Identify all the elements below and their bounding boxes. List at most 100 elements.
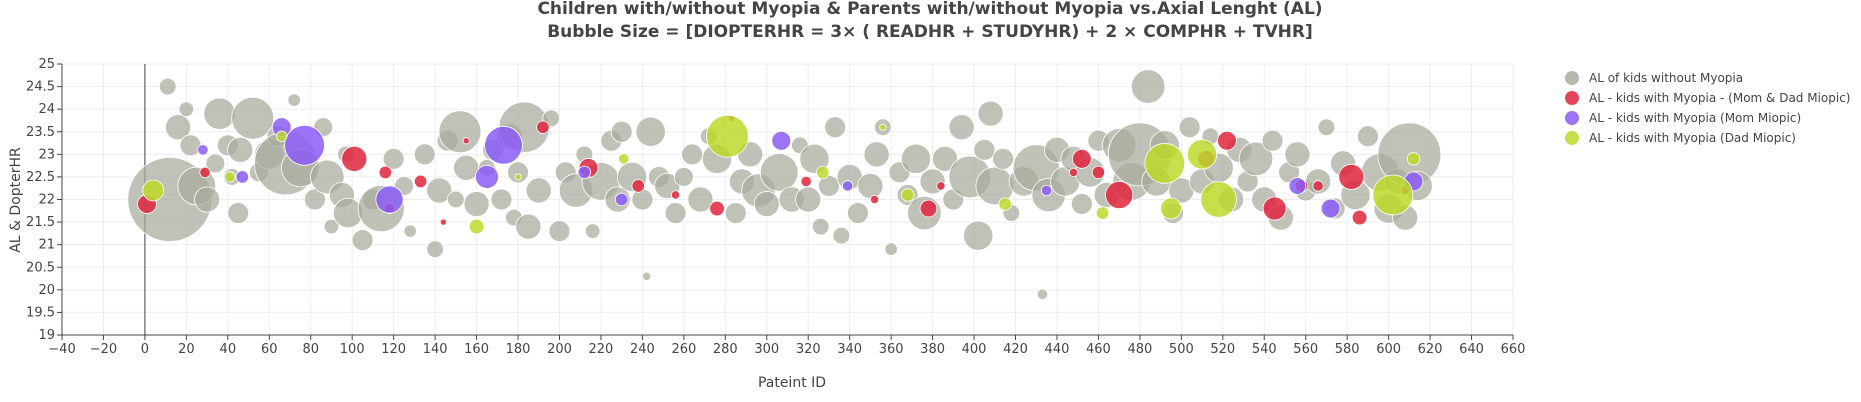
bubble-point[interactable] [426, 240, 444, 258]
bubble-point[interactable] [1178, 116, 1201, 139]
bubble-point[interactable] [610, 120, 633, 143]
bubble-point[interactable] [1317, 118, 1336, 137]
bubble-point[interactable] [1357, 125, 1379, 148]
bubble-point[interactable] [194, 186, 221, 213]
bubble-point[interactable] [490, 188, 513, 211]
bubble-point[interactable] [178, 101, 195, 117]
bubble-point[interactable] [224, 171, 236, 183]
bubble-point[interactable] [577, 165, 592, 180]
bubble-point[interactable] [1217, 130, 1237, 151]
bubble-point[interactable] [1040, 184, 1053, 197]
bubble-point[interactable] [857, 172, 884, 199]
bubble-point[interactable] [287, 93, 301, 107]
bubble-point[interactable] [1200, 181, 1237, 218]
bubble-point[interactable] [973, 138, 996, 161]
bubble-point[interactable] [447, 190, 465, 209]
bubble-point[interactable] [438, 110, 482, 154]
bubble-point[interactable] [584, 223, 601, 239]
bubble-point[interactable] [323, 218, 340, 235]
bubble-point[interactable] [199, 166, 211, 179]
bubble-point[interactable] [670, 190, 681, 200]
bubble-point[interactable] [963, 220, 994, 251]
bubble-point[interactable] [936, 181, 946, 191]
bubble-point[interactable] [1262, 196, 1287, 221]
bubble-point[interactable] [1105, 180, 1134, 210]
bubble-point[interactable] [413, 143, 436, 166]
bubble-point[interactable] [514, 173, 522, 181]
legend-label[interactable]: AL - kids with Myopia - (Mom & Dad Miopi… [1589, 91, 1851, 105]
bubble-point[interactable] [674, 167, 694, 187]
bubble-point[interactable] [378, 165, 393, 180]
bubble-point[interactable] [1288, 177, 1307, 195]
bubble-point[interactable] [800, 175, 812, 188]
bubble-point[interactable] [165, 114, 192, 141]
bubble-point[interactable] [525, 177, 552, 204]
bubble-point[interactable] [205, 153, 226, 174]
bubble-point[interactable] [771, 130, 792, 151]
bubble-point[interactable] [818, 175, 840, 197]
bubble-point[interactable] [351, 229, 374, 252]
bubble-point[interactable] [1091, 165, 1106, 180]
bubble-point[interactable] [664, 202, 687, 224]
bubble-point[interactable] [231, 96, 275, 140]
bubble-point[interactable] [507, 161, 529, 184]
bubble-point[interactable] [548, 220, 571, 243]
bubble-point[interactable] [919, 199, 938, 218]
bubble-point[interactable] [847, 202, 869, 224]
bubble-point[interactable] [382, 147, 405, 170]
bubble-point[interactable] [468, 218, 485, 235]
bubble-point[interactable] [816, 165, 830, 180]
bubble-point[interactable] [341, 145, 368, 172]
bubble-point[interactable] [1338, 163, 1365, 190]
bubble-point[interactable] [635, 116, 666, 147]
bubble-point[interactable] [403, 224, 417, 238]
bubble-point[interactable] [1372, 174, 1414, 216]
bubble-point[interactable] [618, 153, 630, 165]
bubble-point[interactable] [795, 186, 822, 213]
bubble-point[interactable] [879, 123, 887, 131]
bubble-point[interactable] [1261, 129, 1284, 152]
bubble-point[interactable] [1351, 209, 1368, 226]
bubble-point[interactable] [1095, 206, 1110, 220]
bubble-point[interactable] [901, 188, 915, 202]
bubble-point[interactable] [1186, 139, 1218, 170]
bubble-point[interactable] [759, 153, 799, 192]
bubble-point[interactable] [681, 143, 704, 166]
bubble-point[interactable] [824, 116, 847, 139]
bubble-point[interactable] [1070, 193, 1093, 215]
bubble-point[interactable] [536, 120, 550, 134]
bubble-point[interactable] [375, 185, 404, 214]
bubble-point[interactable] [753, 191, 780, 218]
legend-marker[interactable] [1565, 111, 1579, 125]
bubble-point[interactable] [284, 124, 325, 166]
bubble-point[interactable] [1130, 69, 1166, 104]
bubble-point[interactable] [515, 213, 542, 240]
bubble-point[interactable] [1071, 149, 1092, 169]
legend-marker[interactable] [1565, 91, 1579, 105]
bubble-point[interactable] [641, 271, 652, 281]
bubble-point[interactable] [1068, 167, 1079, 177]
bubble-point[interactable] [462, 137, 470, 145]
bubble-point[interactable] [863, 141, 890, 168]
bubble-point[interactable] [841, 180, 854, 192]
legend-marker[interactable] [1565, 131, 1579, 145]
legend-marker[interactable] [1565, 71, 1579, 85]
bubble-point[interactable] [227, 136, 254, 163]
bubble-point[interactable] [705, 114, 749, 158]
legend-label[interactable]: AL - kids with Myopia (Dad Miopic) [1589, 131, 1796, 145]
bubble-point[interactable] [977, 100, 1004, 127]
legend-label[interactable]: AL - kids with Myopia (Mom Miopic) [1589, 111, 1801, 125]
bubble-point[interactable] [1406, 152, 1421, 166]
bubble-point[interactable] [203, 97, 236, 130]
legend-label[interactable]: AL of kids without Myopia [1589, 71, 1743, 85]
bubble-point[interactable] [484, 126, 523, 165]
bubble-point[interactable] [474, 164, 499, 189]
bubble-point[interactable] [1284, 141, 1311, 168]
bubble-point[interactable] [1144, 143, 1186, 184]
bubble-point[interactable] [276, 130, 288, 142]
bubble-point[interactable] [998, 197, 1012, 211]
bubble-point[interactable] [811, 217, 830, 236]
bubble-point[interactable] [426, 177, 453, 204]
bubble-point[interactable] [463, 191, 490, 218]
bubble-point[interactable] [1238, 141, 1274, 177]
